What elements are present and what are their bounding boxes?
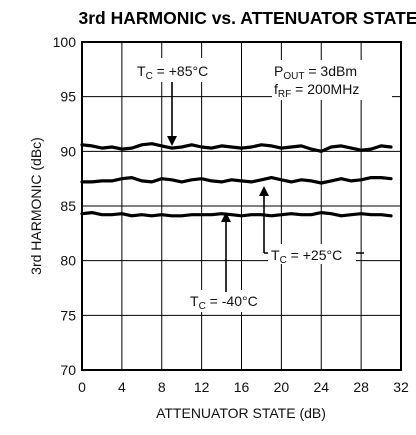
y-tick-label: 85 xyxy=(60,198,76,214)
x-axis-label: ATTENUATOR STATE (dB) xyxy=(156,405,326,421)
frf-condition: fRF = 200MHz xyxy=(274,81,359,100)
y-tick-label: 95 xyxy=(60,89,76,105)
x-tick-label: 24 xyxy=(313,379,329,395)
x-tick-label: 12 xyxy=(194,379,210,395)
series-lines xyxy=(80,142,393,218)
series-line-2 xyxy=(80,211,393,218)
x-tick-label: 4 xyxy=(118,379,126,395)
y-tick-label: 80 xyxy=(60,253,76,269)
y-tick-label: 90 xyxy=(60,143,76,159)
svg-text:TC = +85°C: TC = +85°C xyxy=(137,63,208,82)
annotation-minus40c: TC = -40°C xyxy=(186,212,270,312)
svg-text:TC = +25°C: TC = +25°C xyxy=(271,247,342,266)
series-line-1 xyxy=(80,176,393,185)
x-tick-label: 16 xyxy=(234,379,250,395)
chart-title: 3rd HARMONIC vs. ATTENUATOR STATE xyxy=(79,8,416,28)
x-tick-labels: 0 4 8 12 16 20 24 28 32 xyxy=(78,379,409,395)
annotation-25c: TC = +25°C xyxy=(259,186,364,266)
x-tick-label: 32 xyxy=(393,379,409,395)
conditions-box: POUT = 3dBm fRF = 200MHz xyxy=(272,60,392,100)
y-tick-label: 70 xyxy=(60,362,76,378)
x-tick-label: 20 xyxy=(274,379,290,395)
x-tick-label: 0 xyxy=(78,379,86,395)
y-axis-label: 3rd HARMONIC (dBc) xyxy=(28,137,44,275)
svg-text:TC = -40°C: TC = -40°C xyxy=(190,293,258,312)
y-tick-label: 75 xyxy=(60,307,76,323)
y-tick-labels: 70 75 80 85 90 95 100 xyxy=(53,34,77,378)
x-tick-label: 8 xyxy=(158,379,166,395)
plot-frame xyxy=(81,41,402,371)
y-tick-label: 100 xyxy=(53,34,77,50)
grid xyxy=(81,41,402,371)
series-line-0 xyxy=(80,142,393,153)
pout-condition: POUT = 3dBm xyxy=(274,63,357,82)
x-tick-label: 28 xyxy=(353,379,369,395)
annotation-85c: TC = +85°C xyxy=(132,58,222,146)
